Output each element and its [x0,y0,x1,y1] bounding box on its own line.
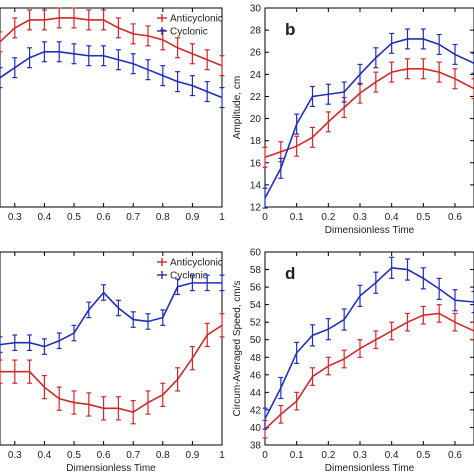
legend: Anticyclonic Cyclonic [157,258,223,282]
y-tick-label: 16 [250,158,262,169]
y-tick-label: 22 [250,92,262,103]
y-tick-label: 18 [250,136,262,147]
x-tick-label: 0.9 [185,212,199,223]
y-tick-label: 56 [250,283,262,294]
plot-frame [264,251,474,446]
legend-entry: Anticyclonic [170,258,223,269]
y-tick-label: 26 [250,48,262,59]
series-line-anticyclonic [0,324,223,414]
y-tick-label: 20 [250,114,262,125]
x-tick-label: 0.6 [97,212,111,223]
panel-bottom-right: 0 0.1 0.2 0.3 0.4 0.5 0.6 38 40 42 44 46 48 50 52 54 56 5… [232,248,474,474]
y-tick-label: 42 [250,405,262,416]
plot-frame [264,7,474,208]
x-tick-label: 1 [219,212,225,223]
x-axis-label: Dimensionless Time [325,225,415,236]
x-tick-label: 0.7 [126,450,140,461]
y-tick-label: 58 [250,265,262,276]
panel-letter: d [285,264,295,283]
y-tick-label: 46 [250,370,262,381]
y-axis-label: Amplitude, cm [232,76,243,139]
x-tick-label: 0.5 [416,212,430,223]
x-tick-label: 0.3 [8,450,22,461]
y-tick-label: 60 [250,248,262,259]
series-line-cyclonic [264,38,474,199]
legend-entry: Anticyclonic [170,14,223,25]
x-tick-label: 0.8 [156,212,170,223]
y-tick-label: 28 [250,26,262,37]
x-tick-label: 0.4 [385,450,399,461]
x-axis-label: Dimensionless Time [325,463,415,474]
plot-frame [0,251,223,446]
x-tick-label: 0.3 [353,212,367,223]
series-line-cyclonic [0,50,223,99]
x-tick-label: 0.4 [37,212,51,223]
series-line-anticyclonic [264,68,474,159]
x-tick-label: 0.2 [321,450,335,461]
y-tick-label: 54 [250,300,262,311]
y-tick-label: 24 [250,70,262,81]
x-tick-label: 0 [262,450,268,461]
x-tick-label: 1 [219,450,225,461]
x-tick-label: 0.5 [67,212,81,223]
x-tick-label: 0.2 [321,212,335,223]
panel-top-right: 0 0.1 0.2 0.3 0.4 0.5 0.6 12 14 16 18 20 22 24 26 28 30 D… [232,4,474,236]
y-tick-label: 12 [250,203,262,214]
y-tick-label: 40 [250,423,262,434]
series-line-anticyclonic [264,312,474,430]
panel-letter: b [285,20,295,39]
x-tick-label: 0.5 [67,450,81,461]
y-tick-label: 38 [250,441,262,452]
x-tick-label: 0.6 [448,450,462,461]
x-tick-label: 0.3 [353,450,367,461]
y-tick-label: 48 [250,353,262,364]
x-tick-label: 0.1 [290,212,304,223]
y-tick-label: 50 [250,335,262,346]
legend-entry: Cyclonic [170,271,208,282]
y-tick-label: 14 [250,180,262,191]
series-line-cyclonic [264,266,474,420]
x-tick-label: 0.5 [416,450,430,461]
y-axis-label: Circum-Averaged Speed, cm/s [232,281,243,417]
x-tick-label: 0.4 [37,450,51,461]
series-line-anticyclonic [0,17,223,67]
plot-frame [0,7,223,208]
x-tick-label: 0.6 [448,212,462,223]
x-tick-label: 0.3 [8,212,22,223]
panel-top-left: 0.3 0.4 0.5 0.6 0.7 0.8 0.9 1 Anticyclonic Cyclon… [0,7,225,223]
y-tick-label: 44 [250,388,262,399]
x-tick-label: 0.1 [290,450,304,461]
y-tick-label: 30 [250,4,262,15]
legend-entry: Cyclonic [170,27,208,38]
x-axis-label: Dimensionless Time [66,463,156,474]
panel-bottom-left: 0.3 0.4 0.5 0.6 0.7 0.8 0.9 1 Dimensionless Time… [0,251,225,474]
y-tick-label: 52 [250,318,262,329]
x-tick-label: 0 [262,212,268,223]
x-tick-label: 0.7 [126,212,140,223]
x-tick-label: 0.8 [156,450,170,461]
x-tick-label: 0.4 [385,212,399,223]
x-tick-label: 0.6 [97,450,111,461]
series-line-cyclonic [0,282,222,348]
legend: Anticyclonic Cyclonic [157,14,223,38]
x-tick-label: 0.9 [185,450,199,461]
